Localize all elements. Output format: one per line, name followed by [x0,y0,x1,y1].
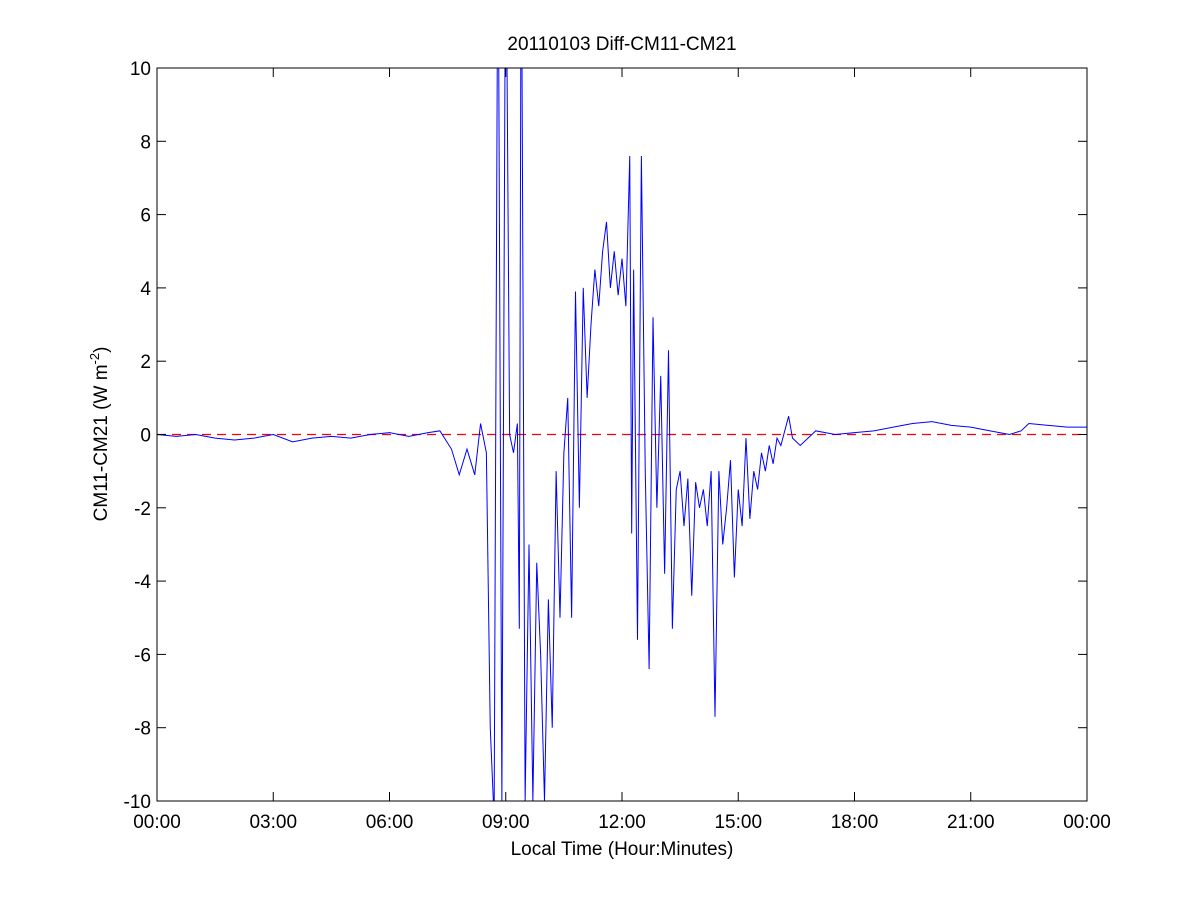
x-tick-label: 00:00 [133,812,181,833]
x-tick-label: 18:00 [831,812,879,833]
y-tick-label: -2 [134,499,151,520]
y-axis-label: CM11-CM21 (W m-2) [87,347,112,522]
data-line [157,68,1087,801]
x-tick-label: 15:00 [714,812,762,833]
x-tick-label: 00:00 [1063,812,1111,833]
x-tick-label: 12:00 [598,812,646,833]
y-tick-label: 10 [130,59,151,80]
y-tick-label: 6 [140,206,151,227]
y-tick-label: 4 [140,279,151,300]
y-label-sup: -2 [87,353,102,365]
y-tick-label: -6 [134,645,151,666]
x-axis-label: Local Time (Hour:Minutes) [511,839,734,860]
y-tick-label: 0 [140,426,151,447]
y-tick-label: -8 [134,719,151,740]
x-tick-label: 03:00 [249,812,297,833]
y-tick-label: 8 [140,132,151,153]
x-tick-label: 21:00 [947,812,995,833]
x-tick-label: 06:00 [366,812,414,833]
chart-title: 20110103 Diff-CM11-CM21 [507,34,736,55]
y-tick-label: 2 [140,352,151,373]
y-label-base: CM11-CM21 (W m [91,364,112,521]
x-tick-label: 09:00 [482,812,530,833]
y-tick-label: -10 [124,792,151,813]
y-label-end: ) [91,347,112,353]
y-tick-label: -4 [134,572,151,593]
